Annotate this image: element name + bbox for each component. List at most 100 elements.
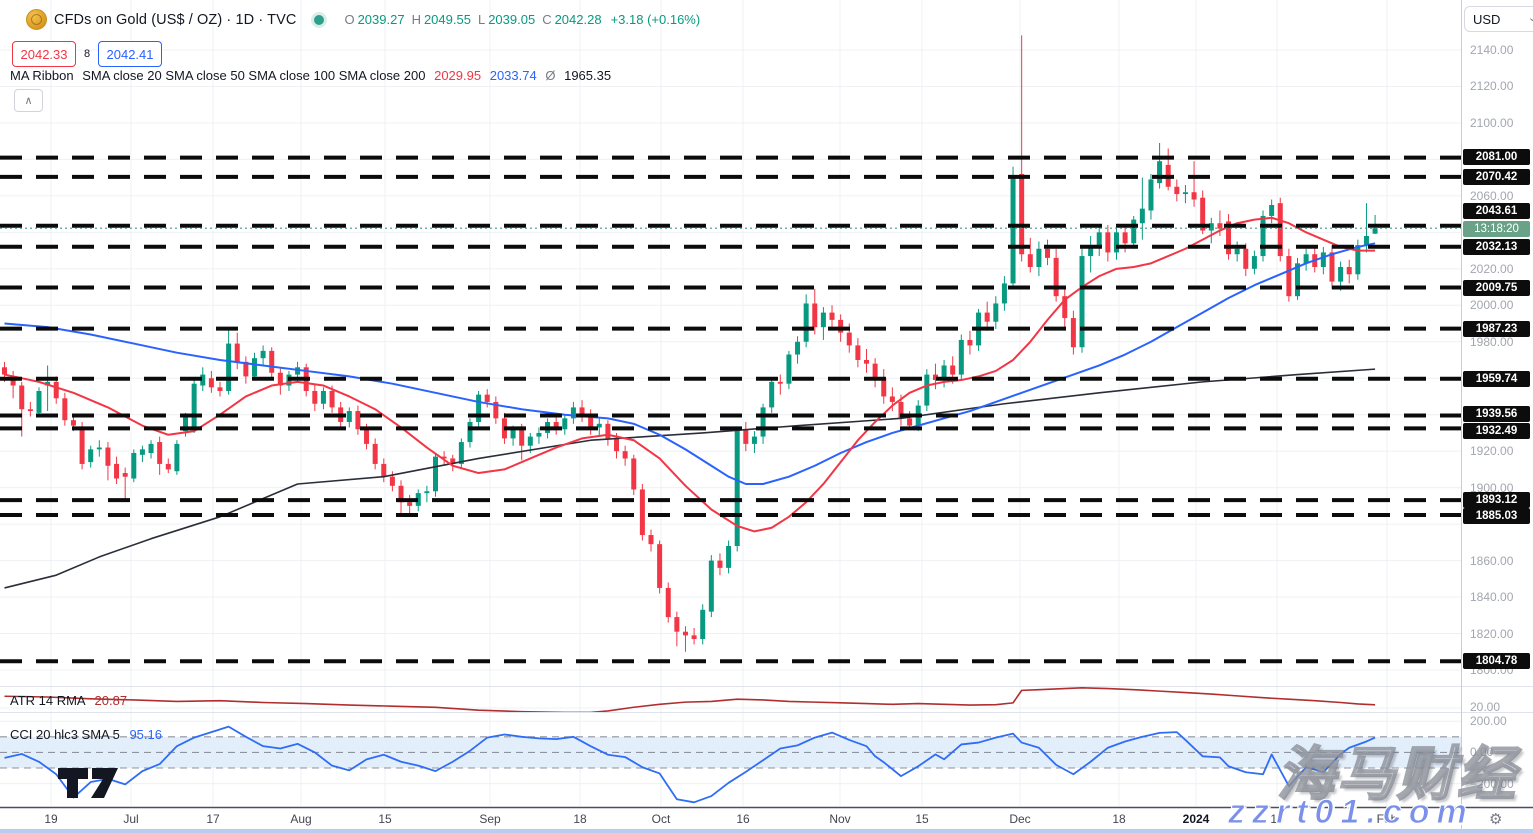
countdown-badge: 13:18:20 [1463,220,1530,237]
candle-body [1062,296,1068,319]
candle-body [648,535,654,545]
ma-line-ma200 [4,368,1376,589]
candle-body [1027,254,1033,267]
candle-body [958,339,964,375]
candle-body [553,421,559,430]
candle-body [950,365,956,375]
candle-body [234,343,240,362]
candle-body [803,303,809,342]
candle-body [1079,256,1085,348]
low-value: 2039.05 [488,12,536,27]
candle-body [441,456,447,459]
atr-legend: ATR 14 RMA 20.87 [10,693,127,708]
atr-value: 20.87 [94,693,128,708]
candle-body [407,502,413,506]
candle-body [717,560,723,568]
candle-body [820,312,826,328]
cci-legend: CCI 20 hlc3 SMA 5 95.16 [10,727,162,742]
candle-body [1200,197,1206,231]
candle-body [596,423,602,428]
price-tick: 2100.00 [1470,115,1514,130]
spread-value: 8 [83,48,91,60]
time-label: 17 [206,812,220,826]
candle-body [1363,235,1369,246]
time-axis[interactable]: 19 Jul 17 Aug 15 Sep 18 Oct 16 Nov 15 Dec 18 2024 15 Fe… [0,807,1461,833]
close-label: C [542,12,552,27]
price-axis[interactable]: USD ⌄ 2140.00 2120.00 2100.00 2060.00 2020.0… [1462,0,1533,833]
candle-body [312,390,318,404]
candle-body [734,429,740,546]
price-level-badge: 1932.49 [1463,423,1530,439]
time-label: 15 [915,812,929,826]
price-level-badge: 2081.00 [1463,149,1530,165]
symbol-title[interactable]: CFDs on Gold (US$ / OZ) · 1D · TVC [54,11,297,28]
candle-body [1295,263,1300,297]
candle-body [381,463,387,477]
candle-body [1174,186,1180,195]
candle-body [79,427,85,464]
candle-body [795,341,801,355]
candle-body [1217,223,1223,229]
price-level-badge: 1804.78 [1463,653,1530,669]
open-value: 2039.27 [357,12,405,27]
buy-button[interactable]: 2042.41 [98,41,162,67]
candle-body [398,485,404,503]
candle-body [984,312,990,322]
candle-body [329,390,335,408]
candle-body [562,418,568,430]
currency-button[interactable]: USD ⌄ [1464,6,1533,32]
sma20-value: 2029.95 [434,68,482,83]
time-label: Feb [1376,812,1398,826]
sell-button[interactable]: 2042.33 [12,41,76,67]
cci-label[interactable]: CCI 20 hlc3 SMA 5 [10,727,120,742]
candle-body [1105,232,1111,253]
gold-coin-icon [26,9,47,30]
candle-body [493,401,499,419]
candle-body [355,411,361,430]
candle-body [1251,256,1257,269]
high-label: H [411,12,421,27]
sma200-value: 1965.35 [564,68,612,83]
candle-body [269,350,275,373]
symbol-row: CFDs on Gold (US$ / OZ) · 1D · TVC O 203… [26,9,700,30]
candle-body [1286,256,1292,297]
price-level-badge: 1939.56 [1463,406,1530,422]
candle-body [726,545,732,568]
atr-label[interactable]: ATR 14 RMA [10,693,85,708]
price-level-badge: 2070.42 [1463,169,1530,185]
candle-body [743,429,749,444]
candle-body [846,332,852,346]
candle-body [450,458,456,464]
candle-body [433,456,438,492]
candle-body [1182,192,1188,195]
candle-body [208,378,214,388]
tradingview-logo[interactable] [56,766,134,800]
candles-group [2,35,1378,652]
candle-body [674,617,680,632]
candle-body [114,463,120,479]
candle-body [519,429,525,446]
price-tick: 2000.00 [1470,298,1514,313]
time-label: 18 [573,812,587,826]
price-tick: 2060.00 [1470,188,1514,203]
candle-body [527,436,533,446]
candle-body [769,381,775,408]
candle-body [588,414,594,428]
gear-icon[interactable]: ⚙ [1489,810,1502,828]
candle-body [467,421,473,443]
price-tick: 1820.00 [1470,626,1514,641]
candle-body [1191,192,1197,200]
price-tick: 1860.00 [1470,553,1514,568]
change-value: +3.18 (+0.16%) [610,12,701,27]
indicator-name[interactable]: MA Ribbon [10,68,74,83]
cci-line [4,725,1376,804]
price-tick: 1840.00 [1470,590,1514,605]
candle-body [364,429,370,444]
candle-body [777,381,783,384]
price-tick: 2140.00 [1470,43,1514,57]
collapse-legend-button[interactable]: ∧ [14,89,43,112]
candle-body [1122,232,1128,244]
candle-body [605,423,611,439]
trade-buttons-row: 2042.33 8 2042.41 [12,41,162,67]
